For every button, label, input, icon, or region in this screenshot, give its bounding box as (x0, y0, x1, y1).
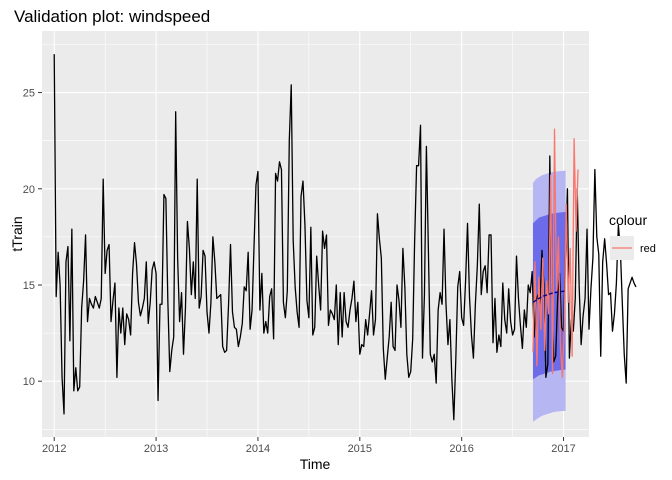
y-tick-label: 10 (23, 376, 35, 388)
x-tick-label: 2014 (246, 443, 270, 455)
legend-label-red: red (640, 243, 656, 255)
x-tick-label: 2013 (144, 443, 168, 455)
minor-gridlines (42, 31, 589, 437)
x-axis-tick-labels: 2012 2013 2014 2015 2016 2017 (42, 443, 576, 455)
y-tick-label: 25 (23, 88, 35, 100)
x-tick-label: 2015 (348, 443, 372, 455)
series-lines (53, 54, 637, 421)
train-series-line (53, 54, 637, 421)
x-tick-label: 2012 (42, 443, 66, 455)
x-tick-label: 2016 (449, 443, 473, 455)
plot-panel (42, 31, 589, 437)
y-tick-label: 20 (23, 184, 35, 196)
validation-series-line (532, 128, 579, 378)
legend: colour red (609, 212, 656, 260)
y-tick-label: 15 (23, 280, 35, 292)
forecast-mean-line (532, 290, 566, 303)
x-tick-label: 2017 (551, 443, 575, 455)
y-axis-tick-labels: 10 15 20 25 (23, 88, 35, 389)
y-axis-title: tTrain (9, 216, 25, 251)
x-axis-title: Time (300, 456, 331, 472)
legend-title: colour (609, 212, 647, 228)
axis-ticks (38, 92, 565, 441)
chart-title: Validation plot: windspeed (14, 7, 210, 26)
